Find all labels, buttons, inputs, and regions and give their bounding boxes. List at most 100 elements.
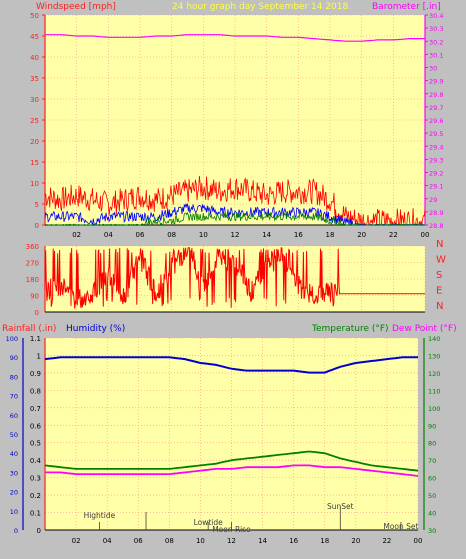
y-tick-label-right: 29.9 <box>429 78 443 86</box>
x-tick-label: 14 <box>258 537 267 545</box>
x-tick-label: 12 <box>231 231 240 239</box>
y-tick-label-right: 29.6 <box>429 117 443 125</box>
x-tick-label: 22 <box>389 231 398 239</box>
y-tick-label-left: 20 <box>30 138 39 146</box>
low-wind-series-line <box>44 211 426 227</box>
y-tick-label-humidity: 20 <box>10 489 18 497</box>
ylabel-humidity: Humidity (%) <box>66 324 125 334</box>
y-tick-label-temp: 70 <box>428 457 436 465</box>
y-tick-label-right: 28.8 <box>429 222 443 230</box>
y-tick-label-right: 29.5 <box>429 130 443 138</box>
temperature-series-line <box>44 450 419 472</box>
y-tick-label-temp: 50 <box>428 492 436 500</box>
y-tick-label-right: 30.2 <box>429 38 443 46</box>
x-tick-label: 18 <box>320 537 329 545</box>
y-tick-label: 180 <box>26 276 39 284</box>
y-tick-label-left: 35 <box>30 75 39 83</box>
y-tick-label-temp: 130 <box>428 352 440 360</box>
marker-label: Moon Set <box>383 522 418 531</box>
y-tick-label-right: 29.2 <box>429 170 443 178</box>
y-tick-label-right: 29 <box>429 196 437 204</box>
y-tick-label-humidity: 90 <box>10 354 18 362</box>
y-tick-label-left: 10 <box>30 180 39 188</box>
x-tick-label: 20 <box>351 537 360 545</box>
wind-direction-series-line <box>44 247 425 309</box>
x-tick-label: 02 <box>72 537 81 545</box>
y-tick-label-rain: 0.9 <box>30 370 41 378</box>
y-tick-label-right: 29.1 <box>429 183 443 191</box>
y-tick-label-left: 45 <box>30 33 39 41</box>
y-tick-label-left: 25 <box>30 117 39 125</box>
y-tick-label-humidity: 30 <box>10 469 18 477</box>
y-tick-label-temp: 140 <box>428 335 440 343</box>
x-tick-label: 10 <box>199 231 208 239</box>
y-tick-label: 360 <box>26 243 39 251</box>
y-tick-label-left: 15 <box>30 159 39 167</box>
compass-label: N <box>436 301 443 312</box>
chart-title: 24 hour graph day September 14 2018 <box>172 2 349 12</box>
x-tick-label: 02 <box>72 231 81 239</box>
y-tick-label-temp: 90 <box>428 422 436 430</box>
compass-label: N <box>436 239 443 250</box>
ylabel-rain: Rainfall (.in) <box>2 324 56 334</box>
y-tick-label-temp: 120 <box>428 370 440 378</box>
y-tick-label-humidity: 10 <box>10 508 18 516</box>
x-tick-label: 04 <box>104 231 113 239</box>
y-tick-label-right: 30.4 <box>429 12 443 20</box>
y-tick-label-rain: 0.2 <box>30 492 41 500</box>
x-tick-label: 00 <box>421 231 430 239</box>
y-tick-label-left: 40 <box>30 54 39 62</box>
ylabel-dewpoint: Dew Point (°F) <box>392 324 457 334</box>
y-tick-label-right: 29.7 <box>429 104 443 112</box>
y-tick-label-left: 30 <box>30 96 39 104</box>
x-tick-label: 22 <box>382 537 391 545</box>
y-tick-label-rain: 1.1 <box>30 335 41 343</box>
ylabel-right: Barometer [.in] <box>372 2 441 12</box>
y-tick-label: 0 <box>35 309 39 317</box>
y-tick-label-humidity: 40 <box>10 450 18 458</box>
y-tick-label-right: 30.3 <box>429 25 443 33</box>
y-tick-label-humidity: 100 <box>6 335 18 343</box>
x-tick-label: 08 <box>165 537 174 545</box>
compass-label: E <box>436 286 442 297</box>
x-tick-label: 12 <box>227 537 236 545</box>
y-tick-label-rain: 0.3 <box>30 475 41 483</box>
y-tick-label-rain: 0.4 <box>30 457 42 465</box>
y-tick-label-rain: 0 <box>37 527 41 535</box>
y-tick-label-humidity: 80 <box>10 373 18 381</box>
y-tick-label-rain: 0.7 <box>30 405 41 413</box>
y-tick-label-left: 5 <box>35 201 39 209</box>
y-tick-label-rain: 0.8 <box>30 387 41 395</box>
marker-label: Hightide <box>84 511 116 520</box>
x-tick-label: 18 <box>326 231 335 239</box>
x-tick-label: 16 <box>294 231 303 239</box>
y-tick-label-temp: 40 <box>428 510 436 518</box>
x-tick-label: 20 <box>357 231 366 239</box>
dewpoint-series-line <box>45 464 419 477</box>
x-tick-label: 06 <box>136 231 145 239</box>
y-tick-label-temp: 110 <box>428 387 440 395</box>
y-tick-label-temp: 100 <box>428 405 440 413</box>
avg-wind-series-line <box>44 203 425 226</box>
x-tick-label: 06 <box>134 537 143 545</box>
y-tick-label-left: 0 <box>35 222 39 230</box>
ylabel-temperature: Temperature (°F) <box>311 324 389 334</box>
y-tick-label-left: 50 <box>30 12 39 20</box>
x-tick-label: 00 <box>414 537 423 545</box>
y-tick-label-right: 30.1 <box>429 51 443 59</box>
y-tick-label-rain: 0.1 <box>30 510 41 518</box>
x-tick-label: 04 <box>103 537 112 545</box>
wind-baro-panel: 0 5 10 15 20 25 30 35 40 45 50 28.8 28.9 29 29.1 29.2 29… <box>30 2 443 239</box>
x-tick-label: 08 <box>167 231 176 239</box>
barometer-series-line <box>45 34 425 42</box>
y-tick-label-humidity: 70 <box>10 393 18 401</box>
y-tick-label-right: 28.9 <box>429 209 443 217</box>
x-tick-label: 16 <box>289 537 298 545</box>
x-tick-label: 14 <box>262 231 271 239</box>
humidity-series-line <box>44 356 418 374</box>
y-tick-label-temp: 80 <box>428 440 436 448</box>
y-tick-label-right: 29.3 <box>429 156 443 164</box>
y-tick-label-humidity: 50 <box>10 431 18 439</box>
